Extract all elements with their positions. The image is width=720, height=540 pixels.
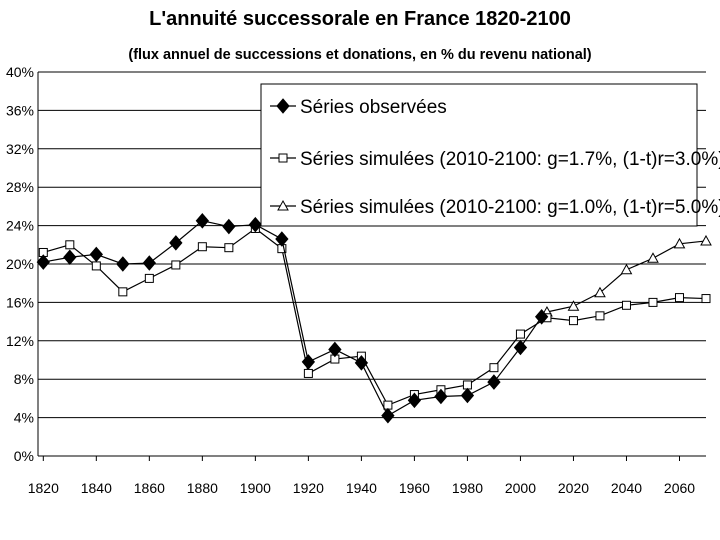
- data-point: [673, 237, 686, 249]
- x-tick-label: 1940: [346, 480, 377, 496]
- axis-layer: 0% 4% 8% 12% 16% 20% 24% 28% 32% 36% 40% 1820 1840 18…: [6, 64, 706, 496]
- data-point: [301, 354, 316, 370]
- data-point: [116, 256, 130, 272]
- data-point: [674, 293, 684, 303]
- data-point: [620, 263, 633, 275]
- data-point: [647, 252, 659, 263]
- legend: Séries observées Séries simulées (2010-21…: [260, 83, 720, 227]
- legend-marker: [278, 153, 288, 163]
- data-point: [594, 286, 606, 298]
- data-point: [328, 341, 342, 358]
- y-tick-label: 12%: [6, 333, 34, 349]
- legend-label: Séries simulées (2010-2100: g=1.7%, (1-t…: [300, 149, 720, 170]
- data-point: [63, 249, 77, 266]
- data-point: [513, 339, 528, 356]
- x-tick-label: 1980: [452, 480, 483, 496]
- x-tick-label: 1840: [81, 480, 112, 496]
- data-point: [303, 368, 313, 378]
- x-tick-label: 1880: [187, 480, 218, 496]
- data-point: [701, 294, 711, 304]
- data-point: [171, 260, 181, 270]
- x-tick-label: 2020: [558, 480, 589, 496]
- data-point: [144, 273, 154, 283]
- data-point: [197, 242, 207, 252]
- data-point: [460, 387, 475, 404]
- x-tick-label: 1900: [240, 480, 271, 496]
- y-tick-label: 28%: [6, 179, 34, 195]
- x-tick-label: 2040: [611, 480, 642, 496]
- data-point: [142, 255, 156, 271]
- data-point: [195, 213, 210, 229]
- y-tick-label: 8%: [14, 371, 34, 387]
- data-point: [648, 297, 658, 307]
- data-point: [515, 329, 525, 339]
- data-point: [621, 300, 631, 310]
- y-tick-label: 40%: [6, 64, 34, 80]
- legend-label: Séries observées: [300, 97, 447, 118]
- data-point: [487, 374, 501, 390]
- data-point: [381, 407, 395, 424]
- data-point: [568, 316, 578, 326]
- series-line: [43, 227, 707, 406]
- x-tick-label: 1820: [28, 480, 59, 496]
- y-tick-label: 36%: [6, 102, 34, 118]
- data-point: [36, 254, 50, 270]
- series-layer: [36, 213, 712, 424]
- legend-label: Séries simulées (2010-2100: g=1.0%, (1-t…: [300, 197, 720, 218]
- data-point: [169, 235, 183, 251]
- chart-subtitle: (flux annuel de successions et donations…: [128, 47, 592, 63]
- y-tick-label: 24%: [6, 218, 34, 234]
- data-point: [275, 231, 289, 247]
- series-3: [541, 234, 712, 317]
- y-tick-label: 20%: [6, 256, 34, 272]
- chart-title: L'annuité successorale en France 1820-21…: [149, 8, 571, 30]
- data-point: [407, 392, 422, 409]
- data-point: [489, 363, 499, 373]
- x-tick-label: 2000: [505, 480, 536, 496]
- y-tick-label: 32%: [6, 141, 34, 157]
- x-tick-label: 1920: [293, 480, 324, 496]
- data-point: [434, 388, 448, 405]
- data-point: [118, 287, 128, 297]
- y-tick-label: 16%: [6, 294, 34, 310]
- data-point: [534, 309, 549, 325]
- legend-box: [260, 83, 698, 227]
- data-point: [91, 261, 101, 271]
- data-point: [700, 234, 712, 246]
- data-point: [89, 246, 103, 263]
- data-point: [222, 218, 236, 235]
- data-point: [248, 216, 263, 233]
- x-tick-label: 1960: [399, 480, 430, 496]
- legend-marker: [277, 199, 289, 211]
- data-point: [65, 240, 75, 250]
- data-point: [567, 300, 580, 311]
- data-point: [354, 355, 369, 371]
- data-point: [595, 311, 605, 321]
- x-tick-label: 1860: [134, 480, 165, 496]
- series-1: [36, 213, 549, 424]
- series-2: [38, 223, 711, 410]
- y-tick-label: 0%: [14, 448, 34, 464]
- x-tick-label: 2060: [664, 480, 695, 496]
- legend-marker: [276, 98, 290, 114]
- y-tick-label: 4%: [14, 410, 34, 426]
- data-point: [224, 243, 234, 253]
